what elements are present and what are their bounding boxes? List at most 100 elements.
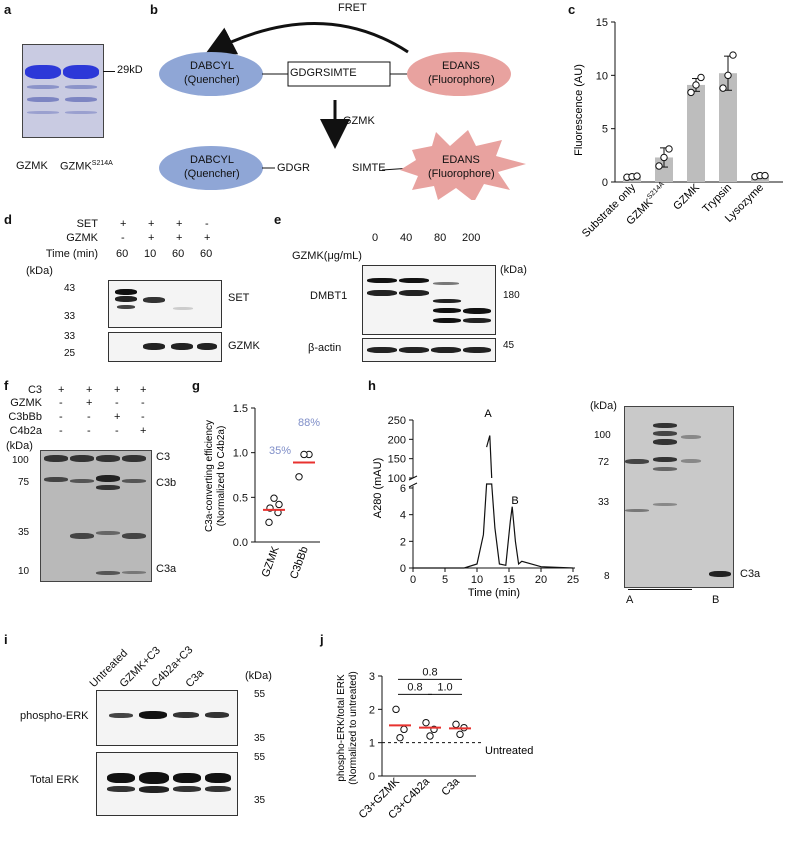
g-pct-gzmk: 35%: [269, 445, 291, 457]
e-blot-actin: [362, 338, 496, 362]
h-lane-a-bar: [628, 589, 692, 590]
h-trace-lower: [413, 483, 574, 569]
i-mw-35b: 35: [254, 795, 266, 806]
edans-sublabel: (Fluorophore): [428, 74, 495, 86]
j-pvalue: 1.0: [437, 681, 452, 693]
c-ytick-label: 5: [602, 124, 608, 136]
h-lane-b: B: [712, 594, 720, 606]
h-xtick-label: 25: [567, 574, 579, 586]
d-mw-25: 25: [64, 348, 76, 359]
panel-label-b: b: [150, 2, 158, 17]
e-dose-0: 0: [372, 232, 379, 244]
f-v: +: [86, 384, 93, 396]
j-point: [456, 730, 464, 739]
i-kda: (kDa): [245, 670, 272, 682]
dabcyl-label: DABCYL: [190, 60, 235, 72]
c-point: [724, 71, 732, 80]
d-gzmk-1: -: [121, 232, 125, 244]
j-baseline-label: Untreated: [485, 745, 533, 757]
f-row-c3bbb: C3bBb: [8, 411, 42, 423]
d-time-3: 60: [172, 248, 185, 260]
f-v: +: [58, 384, 65, 396]
h-ytick-label: 150: [388, 454, 406, 466]
j-point: [452, 720, 460, 729]
e-blot-actin-label: β-actin: [308, 342, 342, 354]
f-mw-75: 75: [18, 477, 30, 488]
f-row-c3: C3: [27, 384, 42, 396]
marker-tick: [103, 71, 115, 72]
h-kda: (kDa): [590, 400, 617, 412]
f-row-c4b2a: C4b2a: [9, 425, 42, 437]
panel-label-g: g: [192, 378, 200, 393]
h-mw-33: 33: [598, 497, 610, 508]
h-xtick-label: 10: [471, 574, 483, 586]
d-set-2: +: [148, 218, 155, 230]
d-blot-set: [108, 280, 222, 328]
f-v: -: [59, 397, 63, 409]
j-pvalue: 0.8: [422, 666, 437, 678]
d-time-4: 60: [200, 248, 213, 260]
g-pct-c3bbb: 88%: [298, 417, 320, 429]
h-gel: [624, 406, 734, 588]
h-ytick-label: 250: [388, 415, 406, 427]
h-ylabel: A280 (mAU): [372, 458, 384, 519]
f-v: -: [87, 411, 91, 423]
enzyme-label: GZMK: [343, 115, 375, 127]
g-point: [270, 494, 278, 502]
f-band-c3a: C3a: [156, 563, 177, 575]
g-ylabel-1: C3a-converting efficiency: [204, 420, 215, 532]
e-blot-dmbt1-label: DMBT1: [310, 290, 348, 302]
i-mw-55b: 55: [254, 752, 266, 763]
f-v: -: [59, 411, 63, 423]
h-xtick-label: 5: [442, 574, 448, 586]
j-pvalue: 0.8: [407, 681, 422, 693]
h-ytick-label: 0: [400, 563, 406, 575]
e-mw-180: 180: [503, 290, 520, 301]
c-ylabel: Fluorescence (AU): [573, 64, 585, 156]
i-blot-erk: [96, 752, 238, 816]
f-v: -: [87, 425, 91, 437]
h-lane-a: A: [626, 594, 634, 606]
g-ytick-label: 1.5: [233, 403, 248, 415]
e-dose-80: 80: [434, 232, 447, 244]
d-gzmk-3: +: [176, 232, 183, 244]
f-mw-10: 10: [18, 566, 30, 577]
f-band-c3: C3: [156, 451, 171, 463]
d-blot-set-label: SET: [228, 292, 250, 304]
j-point: [392, 705, 400, 714]
c-point: [692, 81, 700, 89]
h-ytick-label: 200: [388, 434, 406, 446]
f-v: -: [141, 397, 145, 409]
e-dose-40: 40: [400, 232, 413, 244]
f-kda: (kDa): [6, 440, 33, 452]
edans-label: EDANS: [442, 60, 480, 72]
lane-label-gzmk: GZMK: [16, 160, 48, 172]
d-time-1: 60: [116, 248, 129, 260]
c-point: [665, 145, 673, 153]
fret-schematic: [159, 22, 526, 200]
c-point: [697, 73, 705, 82]
j-ylabel-2: (Normalized to untreated): [348, 671, 359, 784]
e-dose-200: 200: [462, 232, 481, 244]
c3a-efficiency-dot-plot: C3a-converting efficiency (Normalized to…: [204, 403, 320, 581]
f-v: -: [141, 411, 145, 423]
j-ytick-label: 0: [369, 771, 375, 783]
g-point: [275, 500, 283, 509]
d-set-1: +: [120, 218, 127, 230]
j-point: [396, 733, 404, 742]
gel-a: [22, 44, 104, 138]
h-peak-a: A: [484, 408, 492, 420]
fret-arrow: [204, 22, 409, 55]
d-mw-33: 33: [64, 311, 76, 322]
dabcyl-sublabel-2: (Quencher): [184, 168, 240, 180]
h-ytick-label: 4: [400, 510, 406, 522]
g-point: [295, 473, 303, 481]
d-row-gzmk: GZMK: [66, 232, 98, 244]
edans-sublabel-2: (Fluorophore): [428, 168, 495, 180]
i-mw-55a: 55: [254, 689, 266, 700]
g-ytick-label: 0.0: [233, 537, 248, 549]
peptide-sequence: GDGRSIMTE: [290, 67, 357, 79]
g-xlabel-c3bbb: C3bBb: [288, 545, 311, 581]
i-blot-perk-label: phospho-ERK: [20, 710, 89, 722]
